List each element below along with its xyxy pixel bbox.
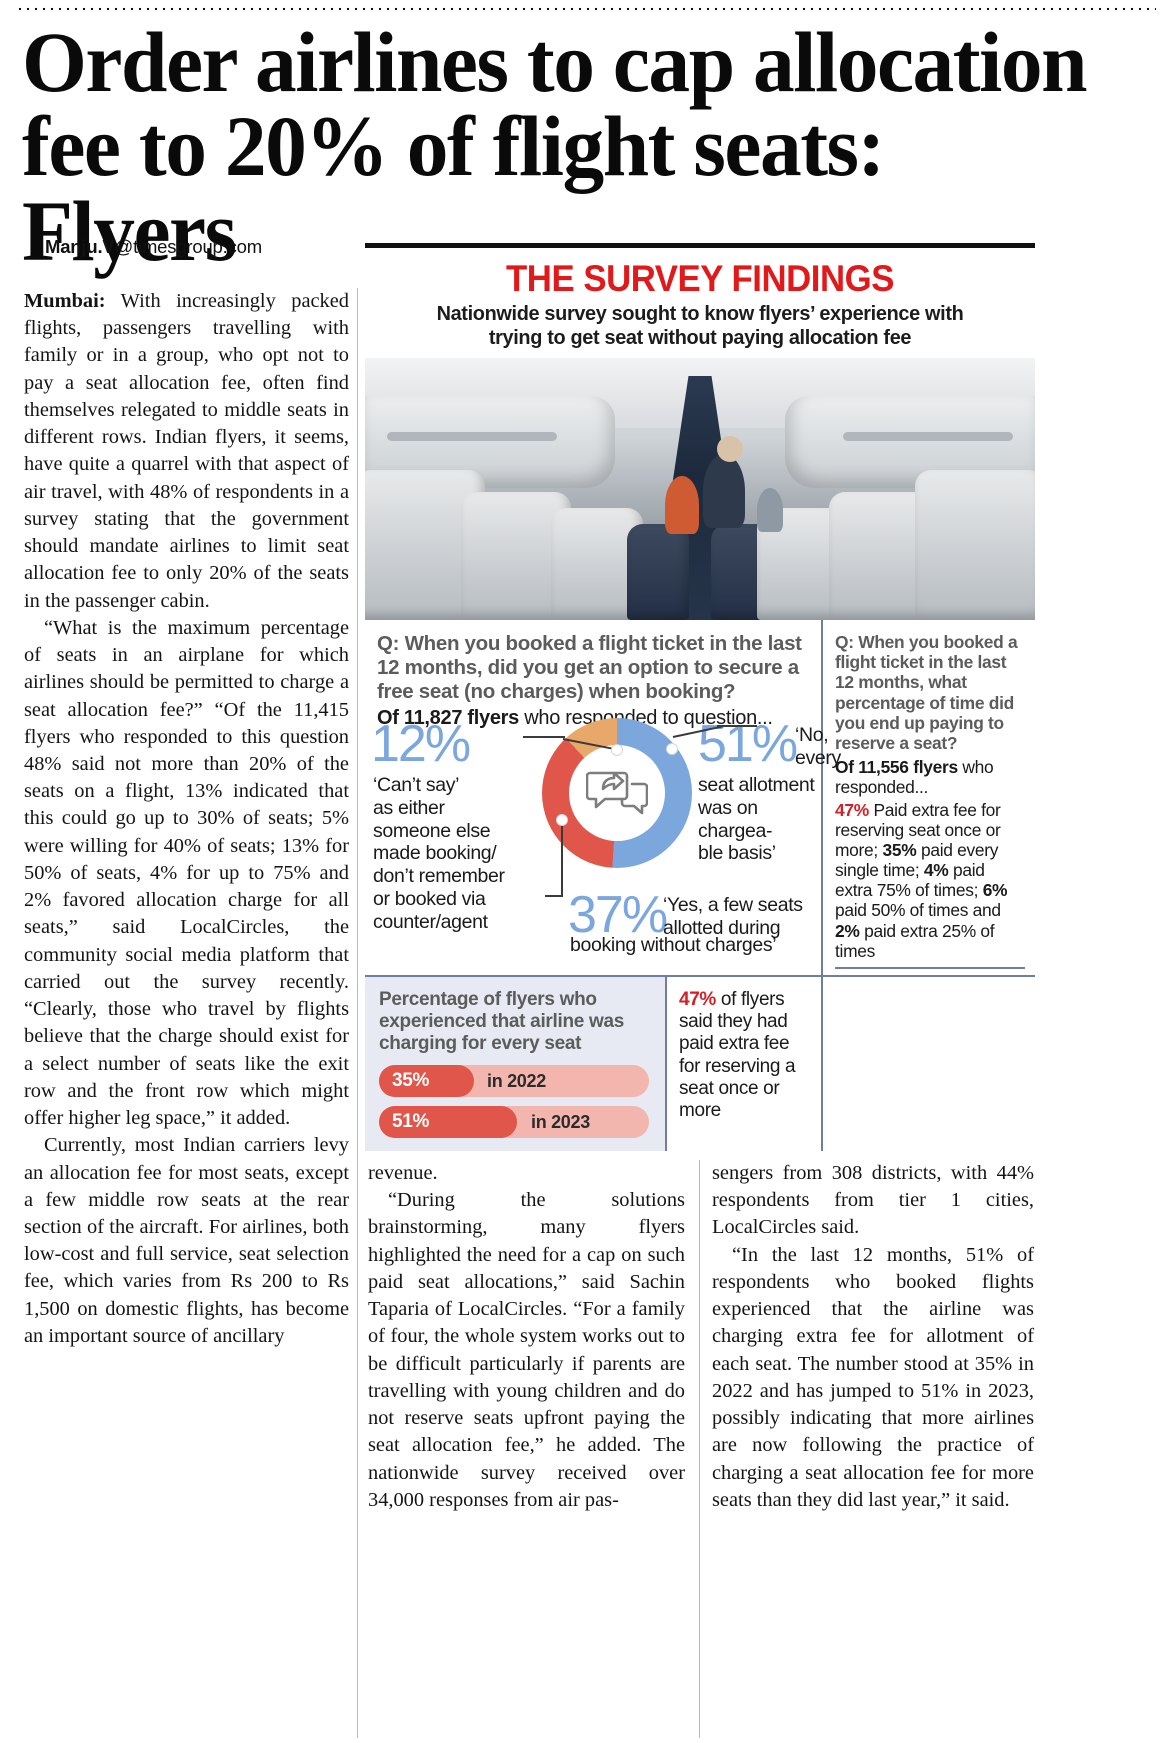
right-question-text: Q: When you booked a flight ticket in th… bbox=[835, 632, 1018, 753]
leader-line-blue-h bbox=[717, 725, 757, 727]
pie-label-orange-pct: 12% bbox=[371, 715, 471, 773]
column-divider bbox=[357, 288, 358, 1738]
callout-dot-red bbox=[556, 814, 568, 826]
pie-label-red-text-2: booking without charges’ bbox=[570, 934, 777, 956]
bar-chart: 35% in 2022 51% in 2023 bbox=[379, 1065, 654, 1147]
infographic-title: THE SURVEY FINDINGS bbox=[506, 258, 894, 299]
survey-infographic: THE SURVEY FINDINGS Nationwide survey so… bbox=[365, 243, 1035, 1151]
infographic-subtitle: Nationwide survey sought to know flyers’… bbox=[436, 302, 964, 350]
bottom-strip: Percentage of flyers who experienced tha… bbox=[365, 975, 1035, 1151]
pie-label-blue-text-2: seat allotment was on chargea-ble basis’ bbox=[698, 774, 815, 865]
story-paragraph: “During the solutions brainstorming, man… bbox=[368, 1189, 685, 1511]
column-divider bbox=[699, 1160, 700, 1738]
bar-chart-panel: Percentage of flyers who experienced tha… bbox=[365, 977, 665, 1151]
story-column-1: Mumbai: With increasingly packed flights… bbox=[24, 288, 349, 1738]
byline: Manju.V@timesgroup.com bbox=[45, 236, 345, 258]
donut-ring bbox=[542, 718, 692, 868]
story-column-3: sengers from 308 districts, with 44% res… bbox=[712, 1160, 1034, 1740]
pie-label-orange-text: ‘Can’t say’ as either someone else made boo… bbox=[373, 774, 505, 933]
left-respondents-count: Of 11,827 flyers bbox=[377, 706, 519, 729]
bar-chart-heading: Percentage of flyers who experienced tha… bbox=[379, 989, 625, 1055]
leader-line-red-h bbox=[545, 895, 563, 897]
right-respondents-rest: who responded... bbox=[835, 757, 994, 798]
callout-dot-blue bbox=[666, 743, 678, 755]
bar-year-2022: in 2022 bbox=[487, 1071, 546, 1091]
story-paragraph: “In the last 12 months, 51% of responden… bbox=[712, 1243, 1034, 1511]
airplane-cabin-photo bbox=[365, 358, 1035, 620]
donut-chart: 12% ‘Can’t say’ as either someone else made… bbox=[365, 712, 841, 967]
bar-value-2022: 35% bbox=[379, 1065, 474, 1097]
leader-line-red-v bbox=[561, 824, 563, 896]
bottom-stat-text: 47% of flyers said they had paid extra f… bbox=[679, 989, 796, 1122]
story-paragraph: Currently, most Indian carriers levy an … bbox=[24, 1134, 349, 1347]
bar-row: 51% in 2023 bbox=[379, 1106, 654, 1138]
bar-value-2023: 51% bbox=[379, 1106, 517, 1138]
byline-handle: @timesgroup.com bbox=[114, 236, 263, 257]
chat-share-icon bbox=[542, 718, 692, 868]
bar-year-2023: in 2023 bbox=[531, 1112, 590, 1132]
right-panel-divider bbox=[835, 967, 1025, 969]
pie-label-red-pct: 37% bbox=[568, 886, 668, 944]
pie-label-blue-text: ‘No, every bbox=[795, 724, 841, 769]
question-row: Q: When you booked a flight ticket in th… bbox=[365, 620, 1035, 1035]
story-paragraph: “What is the maximum percentage of seats… bbox=[24, 616, 349, 1130]
callout-dot-orange bbox=[611, 744, 623, 756]
leader-line-orange-h bbox=[523, 736, 565, 738]
story-paragraph: Mumbai: With increasingly packed flights… bbox=[24, 290, 349, 612]
story-paragraph: sengers from 308 districts, with 44% res… bbox=[712, 1162, 1034, 1239]
right-stat-paid: 47% Paid extra fee for reserving seat on… bbox=[835, 799, 1008, 961]
bottom-stat-panel: 47% of flyers said they had paid extra f… bbox=[665, 977, 823, 1151]
top-dotted-rule bbox=[16, 6, 1156, 12]
bottom-right-spacer bbox=[823, 977, 1035, 1151]
right-respondents: Of 11,556 flyers who responded... bbox=[835, 757, 1025, 797]
byline-author: Manju.V bbox=[45, 236, 115, 257]
left-question-panel: Q: When you booked a flight ticket in th… bbox=[365, 620, 841, 975]
story-column-2: revenue. “During the solutions brainstor… bbox=[368, 1160, 685, 1740]
left-question-text: Q: When you booked a flight ticket in th… bbox=[377, 632, 802, 703]
infographic-header: THE SURVEY FINDINGS Nationwide survey so… bbox=[365, 248, 1035, 370]
right-question-panel: Q: When you booked a flight ticket in th… bbox=[823, 620, 1035, 1035]
page-headline: Order airlines to cap allocation fee to … bbox=[22, 14, 1088, 279]
bar-row: 35% in 2022 bbox=[379, 1065, 654, 1097]
story-paragraph: revenue. bbox=[368, 1162, 438, 1184]
right-respondents-count: Of 11,556 flyers bbox=[835, 757, 958, 778]
pie-label-red-text: ‘Yes, a few seats allotted during bbox=[663, 894, 803, 939]
